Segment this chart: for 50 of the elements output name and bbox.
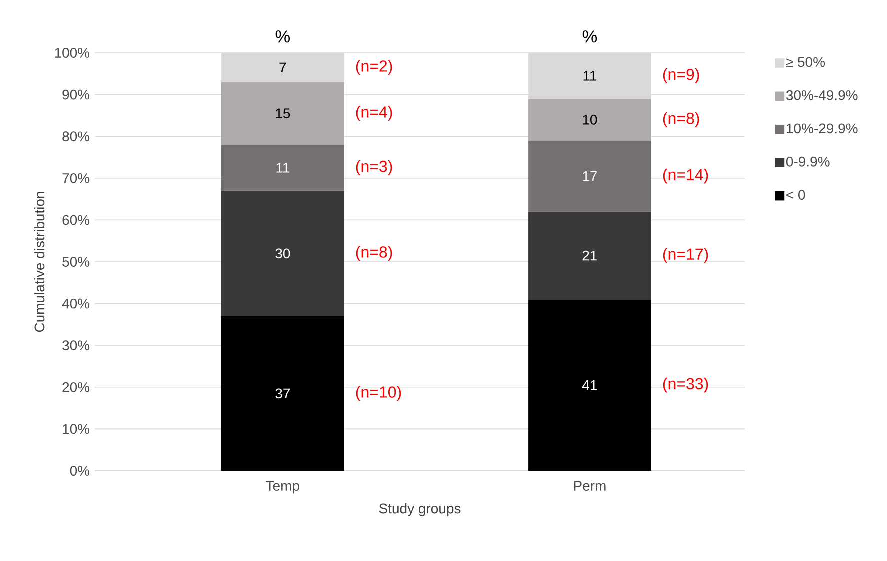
data-label: 11 [584, 71, 597, 81]
annotation: (n=8) [356, 246, 392, 262]
text: % [582, 30, 598, 43]
data-label: 21 [582, 250, 598, 261]
y-tick-label: 90% [62, 90, 90, 100]
annotation: (n=3) [356, 160, 392, 176]
y-tick-label: 0% [70, 466, 90, 476]
bar [528, 212, 652, 300]
data-label: 7 [280, 62, 286, 72]
data-label: 41 [582, 380, 598, 390]
legend-label: 0-9.9% [786, 156, 830, 167]
annotation: (n=4) [356, 106, 392, 122]
data-label: 30 [276, 248, 290, 259]
legend-label: < 0 [786, 190, 806, 200]
bar [528, 300, 652, 471]
bar [528, 98, 652, 141]
annotation: (n=9) [663, 68, 700, 84]
y-tick-label: 40% [62, 298, 90, 309]
data-label: 37 [276, 388, 290, 399]
annotation: (n=10) [356, 386, 402, 402]
x-axis-title: Study groups [379, 503, 461, 516]
annotation: (n=33) [663, 378, 708, 393]
y-tick-label: 70% [62, 173, 90, 184]
bar [528, 140, 652, 212]
bar [222, 316, 344, 471]
data-label: 17 [583, 172, 598, 182]
annotation: (n=14) [663, 168, 708, 184]
data-label: 11 [276, 163, 290, 173]
y-tick-label: 30% [62, 340, 90, 351]
legend-label: ≥ 50% [786, 57, 826, 68]
y-tick-label: 10% [63, 424, 90, 434]
legend-label: 30%-49.9% [786, 90, 858, 100]
annotation: (n=8) [663, 112, 700, 128]
y-tick-label: 100% [55, 48, 90, 58]
legend-label: 10%-29.9% [787, 124, 858, 134]
text: % [276, 30, 290, 43]
y-tick-label: 20% [62, 382, 90, 392]
bar [222, 144, 344, 191]
y-tick-label: 60% [62, 215, 90, 226]
annotation: (n=17) [663, 248, 708, 264]
x-tick-label: Temp [266, 481, 300, 494]
y-tick-label: 80% [62, 132, 90, 142]
data-label: 15 [276, 108, 290, 118]
annotation: (n=2) [356, 60, 392, 76]
y-axis-title: Cumulative distribution [34, 192, 45, 332]
bar [222, 190, 344, 316]
y-tick-label: 50% [62, 257, 90, 267]
bar [222, 82, 344, 145]
x-tick-label: Perm [574, 481, 606, 492]
data-label: 10 [583, 114, 598, 125]
